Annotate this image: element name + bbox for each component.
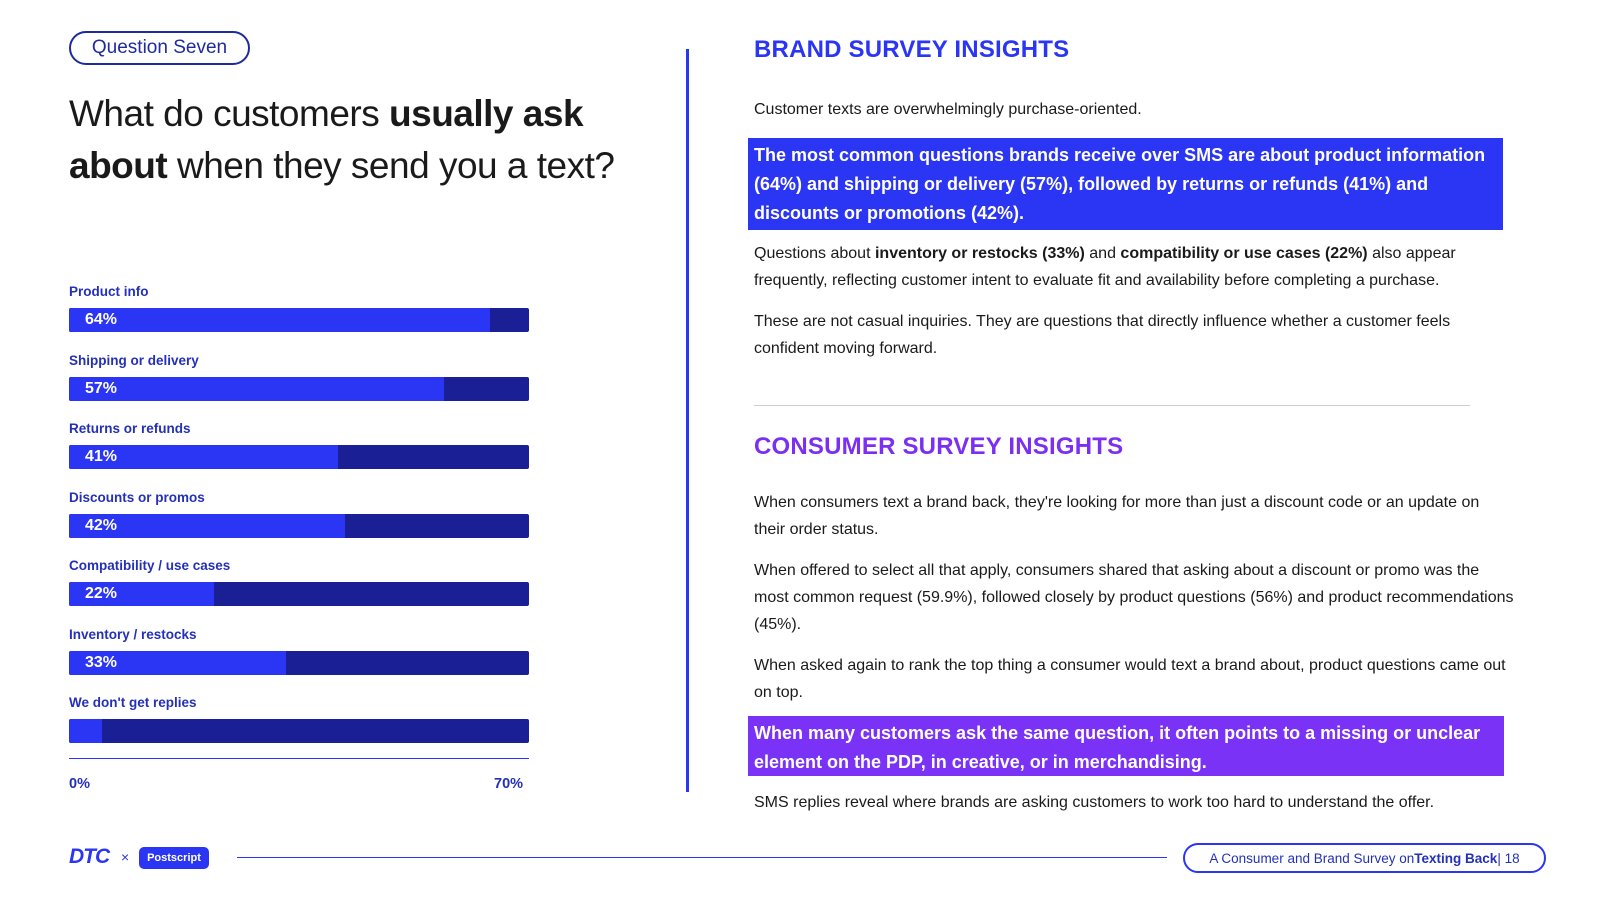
bar-compatibility-use-cases bbox=[69, 582, 214, 606]
bar-label-shipping-or-delivery: Shipping or delivery bbox=[69, 352, 199, 368]
bar-value-discounts-or-promos: 42% bbox=[85, 516, 118, 534]
brand-paragraph-1: Customer texts are overwhelmingly purcha… bbox=[754, 101, 1142, 118]
consumer-paragraph-2: When offered to select all that apply, c… bbox=[754, 562, 1514, 633]
chart-axis-line bbox=[69, 758, 529, 759]
bar-value-product-info: 64% bbox=[85, 311, 118, 328]
section-rule bbox=[754, 405, 1470, 406]
consumer-paragraph-3: When asked again to rank the top thing a… bbox=[754, 657, 1506, 701]
brand-p2-e: also appear frequently, reflecting custo… bbox=[754, 245, 1456, 289]
logo-separator: × bbox=[121, 849, 130, 865]
bar-shipping-or-delivery bbox=[69, 376, 444, 401]
postscript-logo: Postscript bbox=[139, 847, 209, 869]
footer-line bbox=[237, 857, 1167, 858]
title-part-2: when they send you a text? bbox=[167, 145, 615, 186]
title-part-1: What do customers bbox=[69, 93, 390, 134]
title-bold: usually ask about bbox=[69, 93, 584, 186]
bar-label-product-info: Product info bbox=[69, 284, 149, 299]
brand-section-title: BRAND SURVEY INSIGHTS bbox=[754, 36, 1070, 63]
brand-p2-a: Questions about bbox=[754, 245, 875, 262]
bar-label-inventory-restocks: Inventory / restocks bbox=[69, 626, 197, 642]
bar-label-returns-or-refunds: Returns or refunds bbox=[69, 421, 191, 436]
brand-paragraph-2: Questions about inventory or restocks (3… bbox=[754, 240, 1514, 294]
bar-track-shipping-or-delivery: 57% bbox=[69, 376, 529, 401]
bar-value-shipping-or-delivery: 57% bbox=[85, 379, 118, 397]
brand-paragraph-3: These are not casual inquiries. They are… bbox=[754, 313, 1451, 357]
brand-p2-b: inventory or restocks (33%) bbox=[874, 245, 1085, 262]
footer-badge-bold: Texting Back bbox=[1414, 850, 1498, 866]
bar-track-compatibility-use-cases: 22% bbox=[69, 582, 529, 606]
bar-we-don-t-get-replies bbox=[69, 719, 102, 743]
axis-tick-max: 70% bbox=[494, 776, 524, 792]
consumer-paragraph-1: When consumers text a brand back, they'r… bbox=[754, 494, 1480, 538]
bar-inventory-restocks bbox=[69, 650, 286, 675]
consumer-paragraph-4: SMS replies reveal where brands are aski… bbox=[754, 794, 1435, 811]
footer-page-number: | 18 bbox=[1497, 850, 1520, 866]
bar-value-inventory-restocks: 33% bbox=[85, 653, 118, 671]
bar-label-we-don-t-get-replies: We don't get replies bbox=[69, 695, 197, 710]
bar-track-returns-or-refunds: 41% bbox=[69, 445, 529, 469]
bar-returns-or-refunds bbox=[69, 445, 339, 469]
bar-discounts-or-promos bbox=[69, 513, 345, 538]
bar-label-compatibility-use-cases: Compatibility / use cases bbox=[69, 558, 231, 573]
bar-value-compatibility-use-cases: 22% bbox=[85, 585, 118, 602]
brand-highlight: The most common questions brands receive… bbox=[748, 138, 1503, 230]
consumer-highlight: When many customers ask the same questio… bbox=[748, 716, 1504, 776]
brand-p2-c: and bbox=[1084, 245, 1121, 262]
bar-track-inventory-restocks: 33% bbox=[69, 650, 529, 675]
footer-badge-text: A Consumer and Brand Survey on bbox=[1209, 850, 1415, 866]
bar-track-discounts-or-promos: 42% bbox=[69, 513, 529, 538]
bar-product-info bbox=[69, 308, 490, 332]
dtc-logo: DTC bbox=[69, 845, 110, 868]
question-badge: Question Seven bbox=[69, 31, 250, 65]
bar-track-product-info: 64% bbox=[69, 308, 529, 332]
vertical-divider bbox=[686, 49, 689, 792]
axis-tick-min: 0% bbox=[69, 776, 90, 792]
consumer-section-title: CONSUMER SURVEY INSIGHTS bbox=[754, 433, 1124, 460]
bar-label-discounts-or-promos: Discounts or promos bbox=[69, 489, 205, 505]
bar-value-returns-or-refunds: 41% bbox=[85, 448, 118, 465]
footer-badge: A Consumer and Brand Survey on Texting B… bbox=[1183, 843, 1546, 873]
brand-p2-d: compatibility or use cases (22%) bbox=[1120, 245, 1368, 262]
bar-track-we-don-t-get-replies bbox=[69, 719, 529, 743]
page-title: What do customers usually ask about when… bbox=[69, 88, 629, 192]
